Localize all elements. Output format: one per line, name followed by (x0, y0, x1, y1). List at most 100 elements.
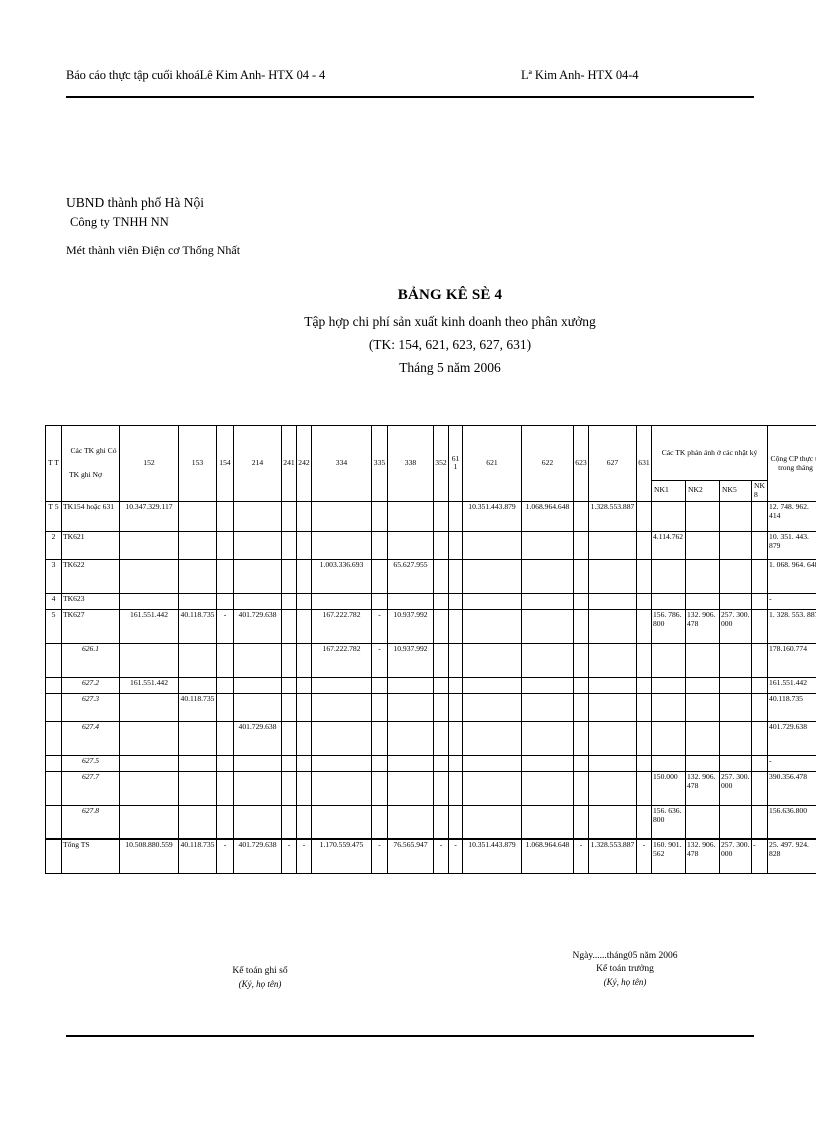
cell-amount-631: - (636, 838, 652, 874)
cell-amount-621 (462, 530, 522, 560)
cell-amount-622 (521, 720, 574, 756)
cell-amount-622 (521, 692, 574, 722)
cell-amount-241 (281, 592, 297, 610)
cell-nk-NK5 (719, 692, 752, 722)
cell-tt (45, 770, 62, 806)
cell-amount-153 (178, 592, 217, 610)
document-period: Tháng 5 năm 2006 (399, 360, 501, 375)
cell-amount-241 (281, 558, 297, 594)
cell-tt: 3 (45, 558, 62, 594)
cell-amount-334 (311, 770, 372, 806)
cell-amount-623 (573, 530, 589, 560)
cell-amount-622 (521, 558, 574, 594)
cell-amount-622 (521, 642, 574, 678)
cell-amount-154 (216, 500, 234, 532)
cell-nk-NK1 (651, 676, 686, 694)
cell-nk-NK2 (685, 754, 720, 772)
cell-account-label: TK623 (61, 592, 120, 610)
cell-amount-627: 1.328.553.887 (588, 500, 637, 532)
cell-nk-NK1 (651, 754, 686, 772)
header-col-338: 338 (387, 425, 434, 502)
cell-amount-153 (178, 558, 217, 594)
signature-date: Ngày......tháng05 năm 2006 (572, 951, 678, 961)
header-col-nk5: NK5 (719, 480, 752, 502)
cell-amount-611 (448, 642, 463, 678)
cell-nk-NK2 (685, 530, 720, 560)
header-col-nk1: NK1 (651, 480, 686, 502)
cell-amount-214 (233, 754, 282, 772)
cell-amount-611 (448, 530, 463, 560)
header-col-241: 241 (281, 425, 297, 502)
cell-amount-352 (433, 642, 449, 678)
cell-amount-334 (311, 676, 372, 694)
cell-amount-214: 401.729.638 (233, 720, 282, 756)
cell-amount-631 (636, 770, 652, 806)
cell-amount-335: - (371, 608, 388, 644)
header-col-621: 621 (462, 425, 522, 502)
cell-amount-352 (433, 692, 449, 722)
cell-row-total: 1. 068. 964. 648 (767, 558, 816, 594)
cell-nk-NK8 (750, 804, 769, 840)
cell-amount-335 (371, 692, 388, 722)
header-tt: T T (45, 425, 62, 502)
cell-amount-334 (311, 720, 372, 756)
header-col-154: 154 (216, 425, 234, 502)
cell-amount-622 (521, 754, 574, 772)
cell-amount-338 (387, 692, 434, 722)
cell-tt (45, 838, 62, 874)
cell-amount-214 (233, 500, 282, 532)
cell-amount-153 (178, 642, 217, 678)
cell-amount-335 (371, 530, 388, 560)
cell-amount-627 (588, 720, 637, 756)
cell-amount-622 (521, 770, 574, 806)
cell-amount-242 (296, 608, 312, 644)
cell-row-total: 161.551.442 (767, 676, 816, 694)
cell-account-label: 626.1 (61, 642, 120, 678)
cell-amount-623 (573, 676, 589, 694)
cell-amount-631 (636, 692, 652, 722)
cell-amount-621 (462, 804, 522, 840)
cell-row-total: 401.729.638 (767, 720, 816, 756)
cell-amount-152 (119, 754, 179, 772)
cell-account-label: 627.7 (61, 770, 120, 806)
cell-amount-631 (636, 500, 652, 532)
cell-amount-338: 76.565.947 (387, 838, 434, 874)
org-line-1: UBND thành phố Hà Nội (66, 195, 204, 210)
cell-amount-152: 10.347.329.117 (119, 500, 179, 532)
cell-amount-631 (636, 720, 652, 756)
cell-amount-154 (216, 530, 234, 560)
header-col-352: 352 (433, 425, 449, 502)
cell-amount-611 (448, 754, 463, 772)
cell-amount-622 (521, 608, 574, 644)
signature-block: Kế toán ghi sổ (Ký, họ tên) Ngày......th… (45, 948, 773, 1008)
cell-amount-621: 10.351.443.879 (462, 838, 522, 874)
cell-amount-338: 10.937.992 (387, 608, 434, 644)
cell-amount-334 (311, 692, 372, 722)
cell-amount-352: - (433, 838, 449, 874)
cell-amount-335: - (371, 838, 388, 874)
table-row: 5 TK627 161.551.442 40.118.735-401.729.638 1… (45, 608, 816, 644)
cell-nk-NK2 (685, 500, 720, 532)
cell-amount-623 (573, 754, 589, 772)
cell-nk-NK5: 257. 300. 000 (719, 770, 752, 806)
cell-amount-338 (387, 804, 434, 840)
cell-nk-NK2: 132. 906. 478 (685, 770, 720, 806)
cell-amount-338 (387, 770, 434, 806)
cell-amount-241: - (281, 838, 297, 874)
cell-amount-627: 1.328.553.887 (588, 838, 637, 874)
header-corner: Các TK ghi Có TK ghi Nợ (61, 425, 120, 502)
cell-amount-152: 161.551.442 (119, 676, 179, 694)
cell-tt (45, 804, 62, 840)
cell-amount-153 (178, 770, 217, 806)
cell-amount-631 (636, 592, 652, 610)
cell-amount-611 (448, 592, 463, 610)
cell-tt (45, 676, 62, 694)
cell-amount-242 (296, 592, 312, 610)
cell-amount-627 (588, 592, 637, 610)
cell-amount-153 (178, 720, 217, 756)
running-header-left: Báo cáo thực tập cuối khoáLê Kim Anh- HT… (66, 68, 326, 82)
header-col-611: 611 (448, 425, 463, 502)
cell-amount-154 (216, 558, 234, 594)
header-col-335: 335 (371, 425, 388, 502)
cell-amount-623 (573, 500, 589, 532)
